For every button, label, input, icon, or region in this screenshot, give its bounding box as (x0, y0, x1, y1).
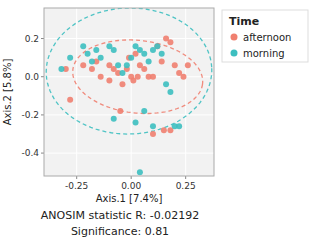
point (159, 58, 165, 64)
annotation: Significance: 0.81 (71, 225, 169, 238)
tick-label: -0.2 (21, 110, 39, 120)
point (135, 74, 141, 80)
point (80, 62, 86, 68)
point (176, 123, 182, 129)
grid-line (44, 114, 214, 115)
tick-label: 0.2 (25, 34, 39, 44)
point (141, 108, 147, 114)
grid-line (44, 38, 214, 39)
legend-marker (231, 50, 238, 57)
point (172, 62, 178, 68)
point (159, 51, 165, 57)
point (161, 127, 167, 133)
legend: Time afternoon morning (222, 10, 308, 62)
point (185, 62, 191, 68)
point (154, 43, 160, 49)
annotation: ANOSIM statistic R: -0.02192 (41, 209, 199, 222)
tick-label: 0.0 (25, 72, 40, 82)
ellipse (46, 8, 212, 134)
point (115, 62, 121, 68)
point (150, 123, 156, 129)
ellipses (46, 8, 212, 134)
point (119, 70, 125, 76)
point (137, 169, 143, 175)
plot-background (44, 8, 214, 176)
point (106, 78, 112, 84)
point (117, 108, 123, 114)
point (167, 89, 173, 95)
point (89, 58, 95, 64)
tick-label: 0.25 (176, 181, 196, 191)
legend-label: morning (243, 48, 285, 59)
point (98, 55, 104, 61)
grid-line (44, 153, 214, 154)
point (133, 120, 139, 126)
point (150, 74, 156, 80)
point (180, 74, 186, 80)
y-axis-label: Axis.2 [5.8%] (2, 59, 13, 126)
point (146, 58, 152, 64)
point (141, 66, 147, 72)
point (85, 51, 91, 57)
point (163, 81, 169, 87)
point (111, 47, 117, 53)
legend-marker (231, 34, 238, 41)
grid (44, 8, 214, 176)
point (67, 97, 73, 103)
x-axis-label: Axis.1 [7.4%] (96, 193, 163, 204)
legend-box (222, 10, 308, 62)
legend-label: afternoon (243, 32, 291, 43)
tick-label: 0.00 (121, 181, 141, 191)
point (93, 47, 99, 53)
grid-line (76, 8, 77, 176)
plot-frame (44, 8, 214, 176)
plot-area (46, 8, 212, 175)
grid-line (185, 8, 186, 176)
point (58, 66, 64, 72)
point (111, 116, 117, 122)
point (128, 55, 134, 61)
series-points (63, 36, 191, 137)
tick-label: -0.4 (21, 148, 39, 158)
point (167, 39, 173, 45)
series-points (58, 43, 182, 175)
point (80, 43, 86, 49)
point (119, 81, 125, 87)
point (141, 51, 147, 57)
point (98, 74, 104, 80)
point (89, 66, 95, 72)
point (67, 55, 73, 61)
point (150, 131, 156, 137)
grid-line (131, 8, 132, 176)
point (154, 43, 160, 49)
tick-label: -0.25 (65, 181, 88, 191)
point (124, 62, 130, 68)
legend-title: Time (229, 15, 259, 28)
ellipse (73, 40, 203, 114)
